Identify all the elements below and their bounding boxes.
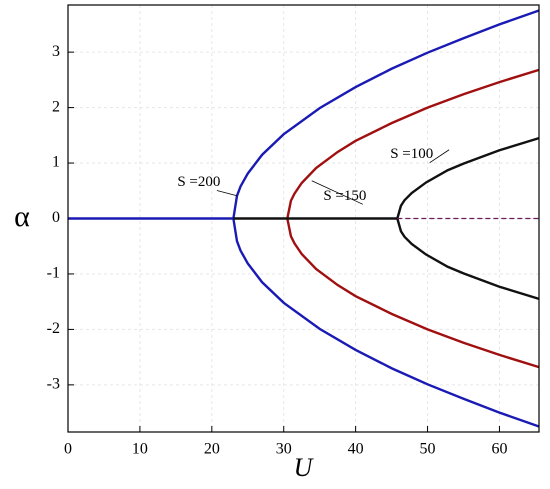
annotation: S =150 <box>323 188 366 204</box>
y-tick-label: 2 <box>52 98 60 115</box>
leader-line <box>311 180 364 205</box>
y-tick-label: -1 <box>47 265 60 282</box>
x-tick-label: 60 <box>491 441 507 458</box>
x-tick-label: 40 <box>348 441 364 458</box>
annotation: S =100 <box>390 146 433 162</box>
curve <box>232 9 540 219</box>
x-tick-label: 0 <box>64 441 72 458</box>
curve <box>396 218 540 301</box>
y-tick-label: 0 <box>52 209 60 226</box>
curve <box>232 218 540 428</box>
annotation: S =200 <box>177 174 220 190</box>
y-axis-label: α <box>14 200 30 233</box>
curve <box>396 136 540 219</box>
curve <box>286 218 540 369</box>
y-tick-label: 1 <box>52 154 60 171</box>
leader-line <box>429 149 450 164</box>
x-tick-label: 20 <box>204 441 220 458</box>
curve <box>286 68 540 219</box>
x-axis-label: U <box>294 453 315 482</box>
x-tick-label: 50 <box>420 441 436 458</box>
y-tick-label: -2 <box>47 320 60 337</box>
plot-frame <box>67 4 540 433</box>
y-tick-label: 3 <box>52 43 60 60</box>
leader-line <box>216 190 238 197</box>
y-tick-label: -3 <box>47 376 60 393</box>
x-tick-label: 10 <box>132 441 148 458</box>
x-tick-label: 30 <box>276 441 292 458</box>
